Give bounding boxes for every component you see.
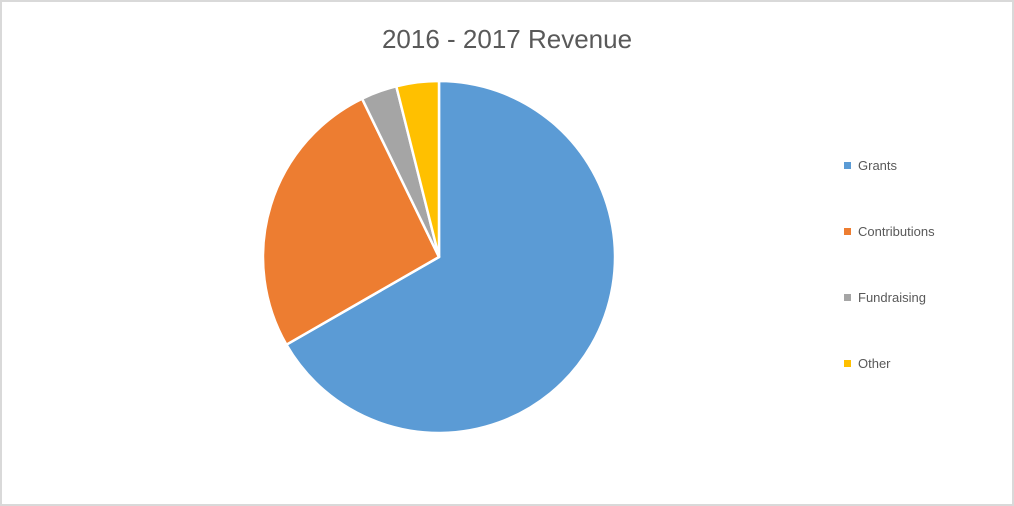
legend: Grants Contributions Fundraising Other bbox=[844, 154, 935, 374]
legend-label-fundraising: Fundraising bbox=[858, 289, 926, 305]
pie-slice-grants bbox=[285, 79, 617, 435]
pie-chart bbox=[261, 79, 617, 435]
legend-item-contributions: Contributions bbox=[844, 220, 935, 242]
legend-label-grants: Grants bbox=[858, 157, 898, 173]
legend-swatch-grants-icon bbox=[844, 161, 851, 169]
legend-item-other: Other bbox=[844, 352, 935, 374]
legend-item-grants: Grants bbox=[844, 154, 935, 176]
legend-swatch-contributions-icon bbox=[844, 227, 851, 235]
pie-chart-area bbox=[259, 77, 619, 437]
legend-label-contributions: Contributions bbox=[858, 223, 935, 239]
pie-slice-other bbox=[395, 79, 441, 259]
chart-title: 2016 - 2017 Revenue bbox=[381, 24, 633, 54]
legend-swatch-other-icon bbox=[844, 359, 851, 367]
legend-swatch-fundraising-icon bbox=[844, 293, 851, 301]
legend-item-fundraising: Fundraising bbox=[844, 286, 935, 308]
pie-slice-contributions bbox=[261, 97, 441, 346]
legend-label-other: Other bbox=[858, 355, 891, 371]
